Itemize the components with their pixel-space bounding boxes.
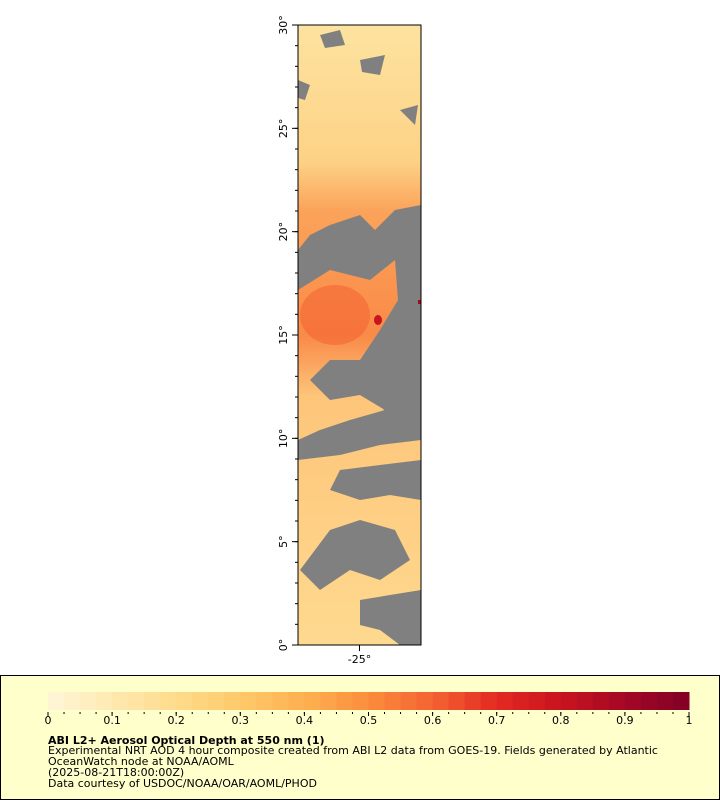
colorbar-step (432, 692, 450, 710)
legend-line: Data courtesy of USDOC/NOAA/OAR/AOML/PHO… (48, 777, 317, 790)
colorbar-tick-label: 0.8 (552, 714, 570, 727)
colorbar-step (560, 692, 578, 710)
colorbar-step (160, 692, 177, 710)
colorbar-step (80, 692, 97, 710)
colorbar-step (224, 692, 241, 710)
colorbar-step (576, 692, 594, 710)
colorbar-step (496, 692, 514, 710)
colorbar-tick-label: 1 (686, 714, 693, 727)
colorbar-step (448, 692, 466, 710)
colorbar-step (128, 692, 145, 710)
legend-line: OceanWatch node at NOAA/AOML (48, 755, 235, 768)
colorbar-step (96, 692, 113, 710)
colorbar-step (256, 692, 273, 710)
y-tick-label: 20° (277, 222, 290, 242)
colorbar-step (512, 692, 530, 710)
colorbar-step (336, 692, 353, 710)
aod-imagery (298, 25, 421, 645)
colorbar-step (320, 692, 337, 710)
colorbar-tick-label: 0.9 (616, 714, 634, 727)
y-tick-label: 5° (277, 535, 290, 548)
colorbar-step (48, 692, 65, 710)
colorbar-step (288, 692, 305, 710)
colorbar-step (208, 692, 225, 710)
colorbar-step (112, 692, 129, 710)
colorbar-step (640, 692, 658, 710)
y-tick-label: 30° (277, 15, 290, 35)
colorbar-step (400, 692, 418, 710)
colorbar-step (192, 692, 209, 710)
colorbar-step (272, 692, 289, 710)
colorbar-step (64, 692, 81, 710)
colorbar-step (416, 692, 434, 710)
colorbar-tick-label: 0.3 (232, 714, 250, 727)
colorbar-step (624, 692, 642, 710)
colorbar-step (304, 692, 321, 710)
colorbar-step (656, 692, 674, 710)
colorbar-step (608, 692, 626, 710)
colorbar-step (176, 692, 193, 710)
y-tick-label: 15° (277, 325, 290, 345)
colorbar-tick-label: 0 (45, 714, 52, 727)
colorbar-tick-label: 0.2 (167, 714, 185, 727)
colorbar-tick-label: 0.4 (296, 714, 314, 727)
x-tick-label: -25° (348, 653, 371, 666)
colorbar-tick-label: 0.6 (424, 714, 442, 727)
legend-title: ABI L2+ Aerosol Optical Depth at 550 nm … (48, 734, 325, 747)
legend-line: (2025-08-21T18:00:00Z) (48, 766, 184, 779)
y-tick-label: 0° (277, 639, 290, 652)
colorbar-step (464, 692, 482, 710)
colorbar-tick-label: 0.1 (103, 714, 121, 727)
colorbar-tick-label: 0.5 (360, 714, 378, 727)
colorbar-step (352, 692, 369, 710)
colorbar-step (240, 692, 257, 710)
colorbar-step (144, 692, 161, 710)
colorbar-step (368, 692, 386, 710)
colorbar-step (480, 692, 498, 710)
legend-line: Experimental NRT AOD 4 hour composite cr… (48, 744, 658, 757)
colorbar-tick-label: 0.7 (488, 714, 506, 727)
colorbar-step (384, 692, 402, 710)
colorbar-step (672, 692, 690, 710)
y-tick-label: 10° (277, 429, 290, 449)
y-tick-label: 25° (277, 119, 290, 139)
colorbar-step (544, 692, 562, 710)
colorbar-step (592, 692, 610, 710)
colorbar-step (528, 692, 546, 710)
